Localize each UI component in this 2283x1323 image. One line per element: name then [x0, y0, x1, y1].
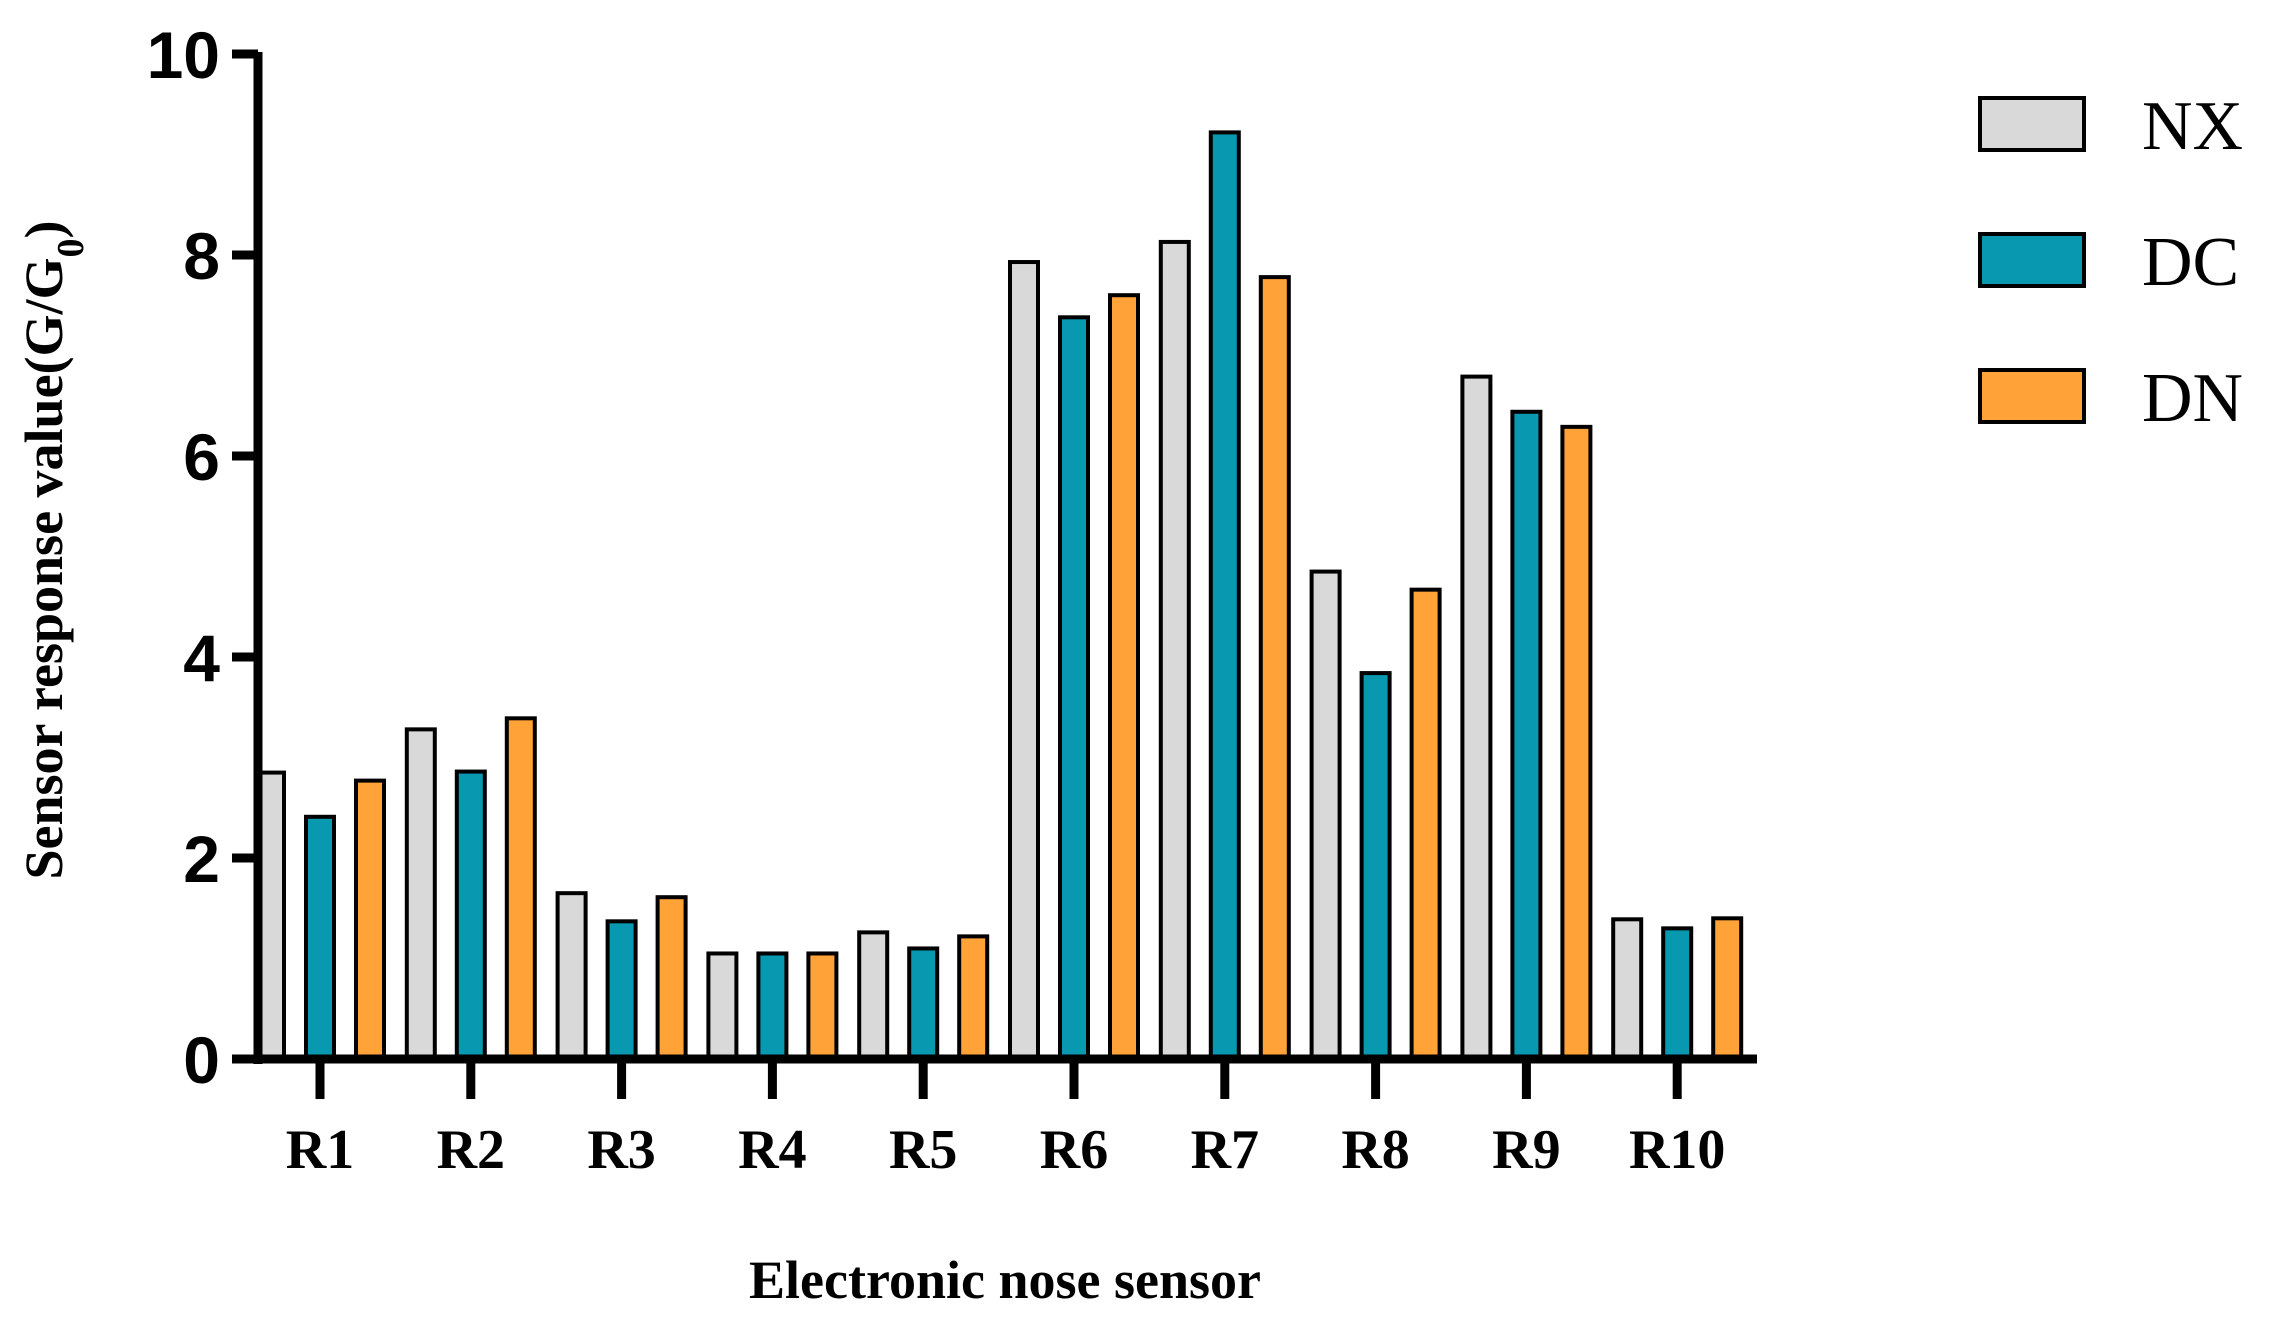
bar-dc-r10 — [1661, 926, 1694, 1061]
y-axis-title: Sensor response value(G/G0) — [14, 220, 92, 879]
bar-dc-r2 — [454, 769, 487, 1061]
bar-dc-r8 — [1359, 671, 1392, 1062]
axes-group — [253, 52, 1757, 1064]
bar-dn-r9 — [1560, 424, 1593, 1062]
bar-dn-r10 — [1711, 916, 1744, 1061]
bar-nx-r3 — [555, 891, 588, 1061]
bar-dn-r4 — [806, 951, 839, 1061]
y-axis-title-main: Sensor response value(G/G — [14, 257, 74, 879]
bar-dn-r1 — [354, 778, 386, 1061]
x-tick-label: R1 — [286, 1119, 354, 1181]
x-tick-label: R8 — [1341, 1119, 1409, 1181]
bar-dc-r7 — [1208, 130, 1241, 1061]
x-tick-label: R7 — [1191, 1119, 1259, 1181]
x-axis-title: Electronic nose sensor — [749, 1250, 1261, 1310]
y-axis-title-subscript: 0 — [50, 238, 92, 257]
y-tick-label: 4 — [183, 621, 220, 695]
bar-nx-r2 — [404, 727, 437, 1061]
legend-swatch-dn — [1978, 368, 2086, 424]
bar-dc-r4 — [756, 951, 789, 1061]
legend-label-dc: DC — [2142, 224, 2239, 301]
x-tick-label: R10 — [1629, 1119, 1725, 1181]
bar-nx-r9 — [1460, 374, 1493, 1062]
bar-dn-r2 — [504, 716, 537, 1061]
x-tick-label: R5 — [889, 1119, 957, 1181]
bar-dn-r3 — [655, 895, 688, 1061]
x-tick-label: R9 — [1492, 1119, 1560, 1181]
x-tick-label: R2 — [437, 1119, 505, 1181]
x-tick-label: R3 — [587, 1119, 655, 1181]
y-tick-label: 0 — [183, 1023, 220, 1097]
bar-dc-r1 — [304, 814, 336, 1061]
y-tick-label: 10 — [147, 18, 220, 92]
bar-dn-r5 — [957, 934, 990, 1062]
legend-swatch-dc — [1978, 232, 2086, 288]
y-ticks-group: 0 2 4 6 8 10 — [147, 18, 258, 1097]
bar-nx-r10 — [1611, 917, 1644, 1061]
bar-dn-r8 — [1409, 587, 1442, 1061]
bar-nx-r6 — [1008, 260, 1040, 1062]
y-axis-title-suffix: ) — [14, 220, 74, 238]
bar-dn-r6 — [1108, 293, 1140, 1061]
bar-dc-r6 — [1058, 315, 1090, 1061]
bar-nx-r5 — [857, 930, 890, 1061]
bar-nx-r4 — [706, 951, 739, 1061]
legend-label-nx: NX — [2142, 88, 2243, 165]
x-ticks-group: R1 R2 R3 R4 R5 R6 R7 R8 R9 R10 — [286, 1059, 1725, 1181]
y-tick-label: 2 — [183, 822, 220, 896]
bars-group — [254, 130, 1744, 1062]
bar-nx-r8 — [1309, 569, 1342, 1061]
legend-swatch-nx — [1978, 96, 2086, 152]
y-tick-label: 8 — [183, 219, 220, 293]
legend: NX DC DN — [1978, 88, 2243, 437]
bar-nx-r7 — [1158, 239, 1191, 1061]
x-tick-label: R6 — [1040, 1119, 1108, 1181]
bar-dn-r7 — [1258, 275, 1291, 1061]
legend-label-dn: DN — [2142, 360, 2243, 437]
bar-dc-r3 — [605, 919, 638, 1061]
y-tick-label: 6 — [183, 420, 220, 494]
bar-dc-r9 — [1510, 409, 1543, 1061]
x-tick-label: R4 — [738, 1119, 806, 1181]
bar-dc-r5 — [907, 946, 940, 1062]
